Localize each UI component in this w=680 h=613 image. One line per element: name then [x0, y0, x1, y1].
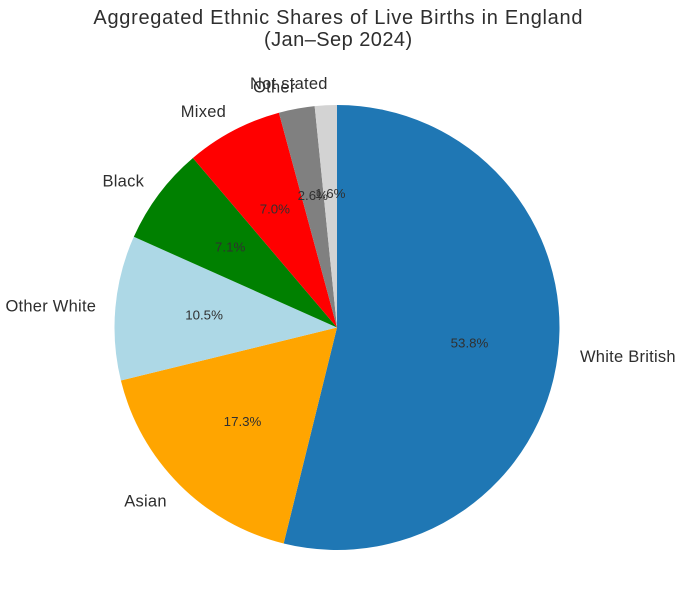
- svg-text:17.3%: 17.3%: [224, 414, 262, 429]
- svg-text:Other: Other: [253, 79, 296, 97]
- svg-text:7.0%: 7.0%: [260, 201, 290, 216]
- svg-text:2.6%: 2.6%: [298, 188, 328, 203]
- svg-text:Mixed: Mixed: [181, 103, 226, 121]
- svg-text:10.5%: 10.5%: [185, 307, 223, 322]
- svg-text:Other White: Other White: [5, 297, 96, 315]
- svg-text:1.6%: 1.6%: [315, 186, 345, 201]
- svg-text:7.1%: 7.1%: [215, 239, 245, 254]
- svg-text:53.8%: 53.8%: [451, 336, 489, 351]
- svg-text:White British: White British: [580, 348, 676, 366]
- svg-text:Black: Black: [103, 173, 145, 191]
- svg-text:Not stated: Not stated: [250, 75, 328, 93]
- svg-text:(Jan–Sep 2024): (Jan–Sep 2024): [264, 29, 413, 51]
- svg-text:Aggregated Ethnic Shares of Li: Aggregated Ethnic Shares of Live Births …: [93, 7, 583, 29]
- svg-text:Asian: Asian: [124, 492, 167, 510]
